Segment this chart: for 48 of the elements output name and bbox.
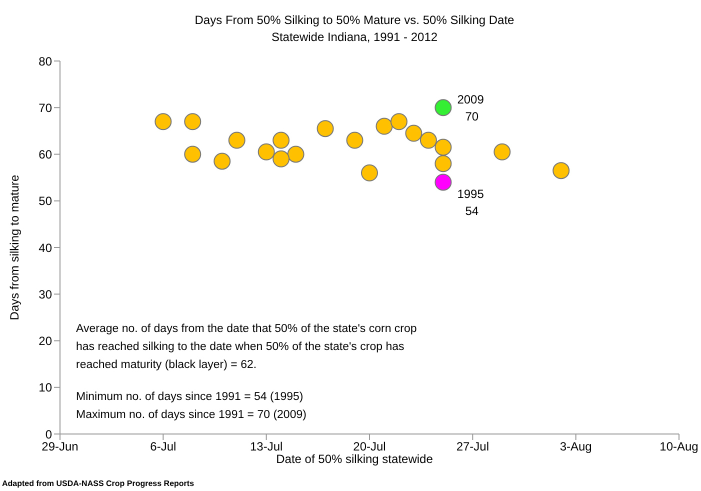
y-axis-title: Days from silking to mature: [7, 174, 22, 320]
point: [346, 132, 364, 149]
point: [420, 132, 437, 149]
point: [214, 152, 231, 170]
x-tick-label: 29-Jun: [42, 440, 78, 454]
point: [376, 118, 393, 135]
point: [361, 164, 378, 182]
text: Adapted from USDA-NASS Crop Progress Reports: [2, 479, 194, 488]
point: [552, 162, 570, 180]
y-tick-label: 20: [38, 334, 52, 348]
point: [184, 113, 202, 130]
point: [272, 150, 290, 168]
annotation: 2009 70: [457, 92, 484, 124]
annotation: Maximum no. of days since 1991 = 70 (2009): [76, 408, 308, 423]
y-tick-label: 50: [38, 194, 52, 208]
point: [258, 143, 275, 160]
point: [272, 132, 290, 149]
chart-subtitle: Statewide Indiana, 1991 - 2012: [270, 29, 439, 46]
y-tick-label: 10: [38, 380, 52, 395]
x-tick-label: 3-Aug: [560, 440, 592, 454]
annotation: Average no. of days from the date that 50% of the state's corn crop has reached silking to the date when 50% of the state's crop has reached maturity (black layer) = 62.: [76, 322, 418, 373]
chart-title: Days From 50% Silking to 50% Mature vs. 50% Silking Date: [194, 12, 516, 29]
y-tick-label: 70: [38, 100, 52, 115]
y-tick-label: 60: [38, 148, 52, 162]
x-axis-title: Date of 50% silking statewide: [275, 452, 434, 466]
point: [228, 132, 246, 149]
point: [434, 155, 452, 172]
point: [434, 138, 452, 156]
point: [494, 143, 511, 160]
y-tick-label: 0: [45, 427, 52, 442]
annotation: Minimum no. of days since 1991 = 54 (1995): [76, 390, 304, 405]
point: [316, 120, 334, 138]
point: [390, 113, 408, 130]
point: [405, 124, 422, 142]
y-tick-label: 80: [38, 54, 52, 68]
point: [434, 174, 452, 191]
x-tick-label: 13-Jul: [250, 440, 283, 454]
y-tick-label: 40: [38, 240, 52, 255]
annotation: 1995 54: [457, 187, 484, 218]
point: [434, 99, 452, 116]
x-tick-label: 6-Jul: [150, 440, 176, 454]
x-tick-label: 20-Jul: [353, 440, 386, 454]
x-tick-label: 10-Aug: [660, 440, 698, 454]
x-tick-label: 27-Jul: [456, 440, 490, 454]
y-tick-label: 30: [38, 287, 52, 302]
point: [154, 113, 172, 130]
point: [184, 146, 202, 163]
point: [287, 146, 304, 163]
